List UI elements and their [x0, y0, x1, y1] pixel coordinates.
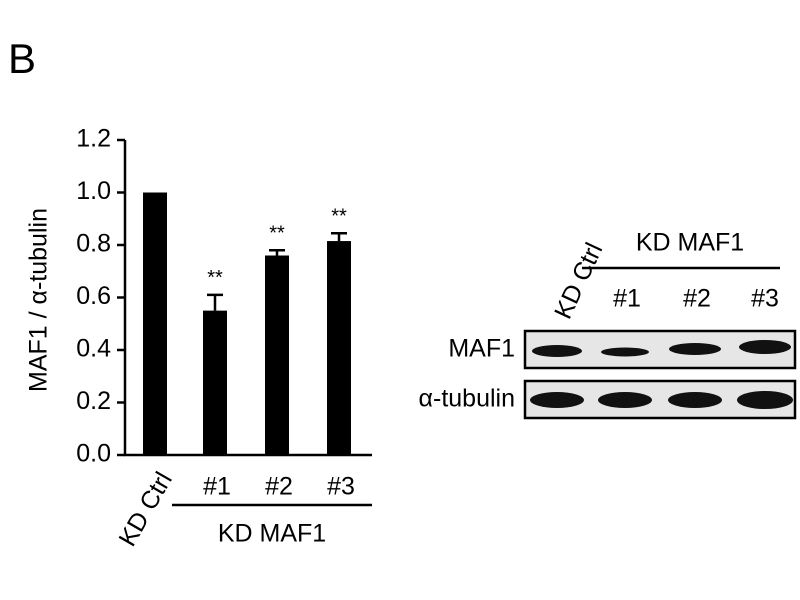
blot-group-label: KD MAF1 [636, 229, 744, 257]
band [601, 347, 649, 357]
blot-lane-label: KD Ctrl [549, 238, 608, 323]
blot-row-label: MAF1 [448, 335, 515, 363]
significance: ** [207, 267, 223, 289]
group-label: KD MAF1 [218, 520, 326, 548]
y-tick-label: 0.0 [76, 440, 111, 468]
band [532, 345, 582, 357]
bar [327, 241, 351, 455]
y-tick-label: 1.0 [76, 177, 111, 205]
bands [530, 340, 793, 409]
x-tick-label: #1 [203, 473, 231, 501]
band [530, 392, 584, 408]
bar [203, 310, 227, 455]
y-axis-label: MAF1 / α-tubulin [25, 208, 53, 392]
error-bar [269, 249, 285, 256]
x-tick-label: #3 [327, 473, 355, 501]
bar [265, 255, 289, 455]
blot-lane-label: #3 [751, 285, 779, 313]
panel-label: B [8, 35, 36, 82]
band [598, 392, 652, 408]
y-tick-label: 0.6 [76, 282, 111, 310]
x-tick-label: #2 [265, 473, 293, 501]
significance: ** [269, 223, 285, 245]
blot-row-label: α-tubulin [419, 385, 515, 413]
y-tick-label: 0.2 [76, 387, 111, 415]
y-tick-label: 1.2 [76, 125, 111, 153]
band [737, 391, 793, 409]
blot-lane-label: #2 [683, 285, 711, 313]
significance: ** [331, 205, 347, 227]
y-tick-label: 0.4 [76, 335, 111, 363]
error-bar [331, 231, 347, 242]
band [739, 340, 791, 354]
band [668, 392, 722, 408]
band [669, 343, 721, 355]
error-bar [207, 293, 223, 311]
y-tick-label: 0.8 [76, 230, 111, 258]
bar [143, 192, 167, 455]
blot-lane-label: #1 [613, 285, 641, 313]
x-tick-label: KD Ctrl [113, 467, 178, 551]
